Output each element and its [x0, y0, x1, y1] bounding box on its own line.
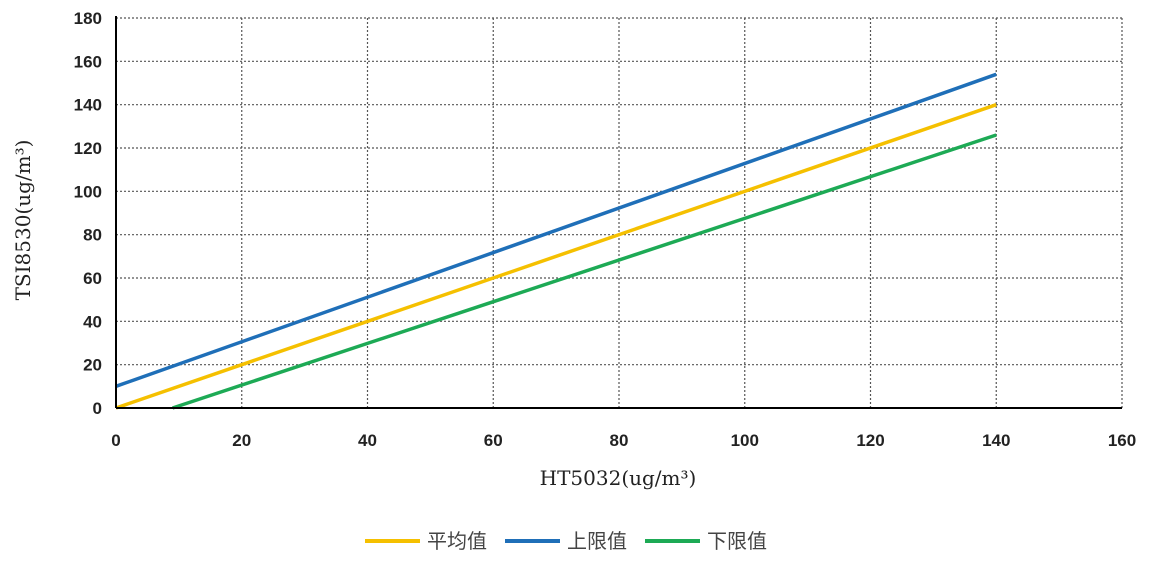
legend-label: 下限值 [707, 529, 767, 553]
y-tick-label: 60 [83, 269, 102, 288]
x-tick-label: 100 [731, 431, 759, 450]
x-tick-label: 140 [982, 431, 1010, 450]
legend: 平均值 上限值 下限值 [365, 529, 767, 553]
x-tick-label: 80 [610, 431, 629, 450]
series-line-3 [173, 135, 997, 408]
x-axis-title: HT5032(ug/m³) [540, 466, 697, 490]
y-tick-label: 0 [93, 399, 102, 418]
legend-label: 平均值 [427, 529, 487, 553]
legend-item: 上限值 [505, 529, 627, 553]
y-tick-label: 160 [74, 52, 102, 71]
y-tick-label: 100 [74, 182, 102, 201]
grid [116, 18, 1122, 408]
x-tick-label: 40 [358, 431, 377, 450]
x-tick-label: 0 [111, 431, 120, 450]
y-axis-title: TSI8530(ug/m³) [11, 140, 35, 301]
y-tick-label: 20 [83, 356, 102, 375]
x-tick-label: 20 [232, 431, 251, 450]
series-line-2 [116, 74, 996, 386]
series-lines [116, 74, 996, 408]
series-line-1 [116, 105, 996, 408]
legend-item: 平均值 [365, 529, 487, 553]
x-tick-label: 60 [484, 431, 503, 450]
x-tick-label: 160 [1108, 431, 1136, 450]
x-tick-label: 120 [856, 431, 884, 450]
y-tick-label: 80 [83, 226, 102, 245]
legend-item: 下限值 [645, 529, 767, 553]
tick-labels: 0 20 40 60 80 100 120 140 160 180 0 20 40 60 80 100 120 1… [74, 9, 1137, 450]
y-tick-label: 180 [74, 9, 102, 28]
y-tick-label: 140 [74, 96, 102, 115]
legend-label: 上限值 [567, 529, 627, 553]
y-tick-label: 120 [74, 139, 102, 158]
y-tick-label: 40 [83, 312, 102, 331]
